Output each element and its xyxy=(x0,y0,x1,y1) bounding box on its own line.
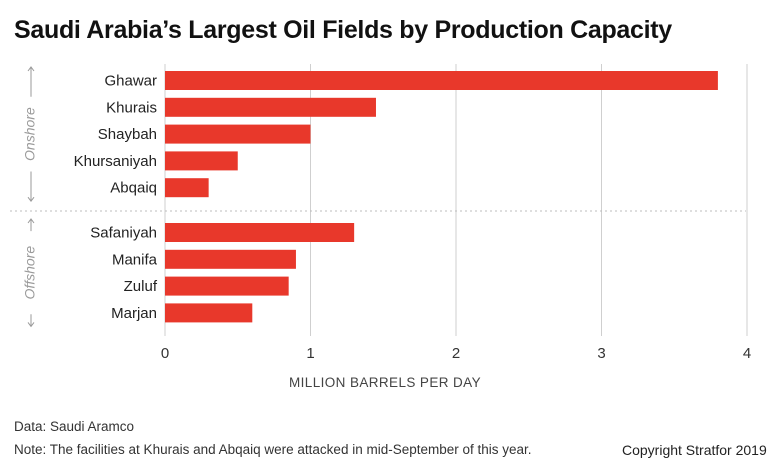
bar xyxy=(165,71,718,90)
chart-title: Saudi Arabia’s Largest Oil Fields by Pro… xyxy=(14,16,672,44)
group-label: Onshore xyxy=(22,107,38,161)
bar-chart: 0 1 2 3 4 MILLION BARRELS PER DAY Ghawar Khurai… xyxy=(10,64,751,390)
group-bracket-arrow xyxy=(27,66,35,72)
footnote: Note: The facilities at Khurais and Abqa… xyxy=(14,442,532,457)
x-tick-label: 2 xyxy=(452,345,460,362)
category-label: Shaybah xyxy=(98,126,157,143)
x-axis-label: MILLION BARRELS PER DAY xyxy=(289,375,481,390)
x-tick-label: 4 xyxy=(743,345,751,362)
category-label: Abqaiq xyxy=(110,180,157,197)
category-label: Manifa xyxy=(112,251,158,268)
bar xyxy=(165,303,253,323)
category-label: Khursaniyah xyxy=(74,153,157,170)
bar xyxy=(165,249,296,269)
bar xyxy=(165,151,238,171)
category-label: Zuluf xyxy=(124,278,158,295)
bar xyxy=(165,97,376,117)
bar xyxy=(165,124,311,144)
bar xyxy=(165,178,209,198)
category-label: Ghawar xyxy=(104,73,157,90)
group-bracket-arrow xyxy=(27,322,35,328)
category-label: Khurais xyxy=(106,99,157,116)
group-bracket-arrow xyxy=(27,196,35,203)
x-tick-label: 3 xyxy=(597,345,605,362)
x-tick-label: 0 xyxy=(161,345,169,362)
x-tick-label: 1 xyxy=(306,345,314,362)
source-note: Data: Saudi Aramco xyxy=(14,419,135,434)
group-bracket-arrow xyxy=(27,218,35,224)
copyright: Copyright Stratfor 2019 xyxy=(622,442,767,458)
bar xyxy=(165,223,355,242)
bar xyxy=(165,276,289,296)
group-label: Offshore xyxy=(22,246,38,300)
category-label: Marjan xyxy=(111,305,157,322)
category-label: Safaniyah xyxy=(90,225,157,242)
